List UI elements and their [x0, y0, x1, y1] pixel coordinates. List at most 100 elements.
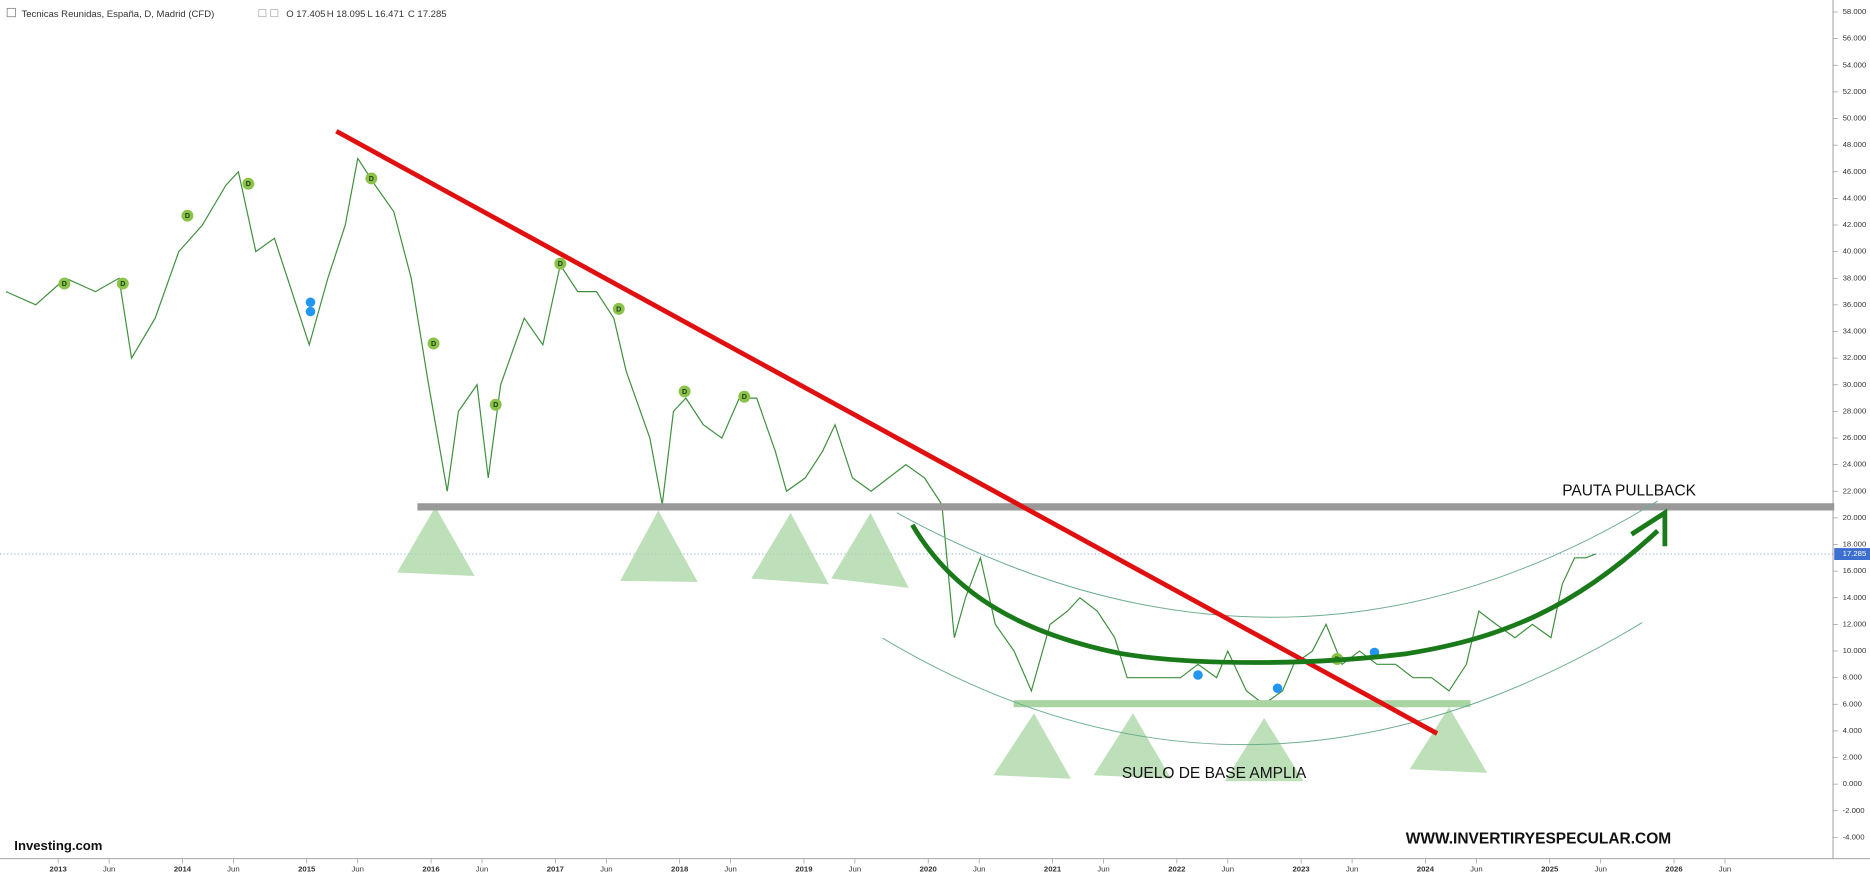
y-tick-label: 0.000 — [1843, 779, 1862, 788]
y-tick-label: 46.000 — [1843, 167, 1867, 176]
x-tick-label: Jun — [1719, 864, 1732, 873]
icon[interactable] — [270, 9, 279, 18]
event-marker — [305, 306, 316, 317]
x-tick-label: Jun — [600, 864, 613, 873]
chart-title: Tecnicas Reunidas, España, D, Madrid (CF… — [21, 9, 214, 20]
y-tick-label: 40.000 — [1843, 247, 1867, 256]
annotation: WWW.INVERTIRYESPECULAR.COM — [1406, 831, 1672, 848]
trend-line — [335, 129, 1439, 736]
y-tick-label: 36.000 — [1843, 300, 1867, 309]
dividend-marker — [554, 257, 567, 270]
dividend-marker — [181, 209, 194, 222]
y-tick-label: 34.000 — [1843, 327, 1867, 336]
ohlc-label: H 18.095 — [327, 9, 366, 20]
dividend-marker — [427, 337, 440, 350]
x-tick-label: 2026 — [1665, 864, 1683, 873]
dividend-marker — [242, 177, 255, 190]
y-tick-label: 22.000 — [1843, 486, 1867, 495]
y-tick-label: 12.000 — [1843, 619, 1867, 628]
dividend-label: D — [493, 401, 498, 409]
x-tick-label: Jun — [724, 864, 736, 873]
last-price-box — [1834, 548, 1870, 560]
dividend-label: D — [558, 260, 563, 268]
x-tick-label: Jun — [351, 864, 364, 873]
dividend-marker — [489, 398, 502, 411]
dividend-marker — [58, 277, 71, 290]
x-tick-label: 2015 — [298, 864, 316, 873]
x-tick-label: Jun — [1470, 864, 1483, 873]
x-tick-label: 2016 — [422, 864, 440, 873]
x-tick-label: 2023 — [1293, 864, 1311, 873]
y-tick-label: 16.000 — [1843, 566, 1867, 575]
y-tick-label: 54.000 — [1843, 60, 1867, 69]
annotation: PAUTA PULLBACK — [1562, 482, 1696, 499]
y-tick-label: 58.000 — [1843, 7, 1867, 16]
icon[interactable] — [258, 9, 267, 18]
y-tick-label: 28.000 — [1843, 406, 1867, 415]
x-tick-label: Jun — [1346, 864, 1359, 873]
x-tick-label: 2017 — [547, 864, 564, 873]
y-tick-label: 2.000 — [1843, 753, 1862, 762]
dividend-label: D — [120, 280, 125, 288]
dividend-marker — [116, 277, 129, 290]
x-tick-label: 2014 — [174, 864, 192, 873]
y-tick-label: 30.000 — [1843, 380, 1867, 389]
y-tick-label: 50.000 — [1843, 114, 1867, 123]
y-tick-label: 38.000 — [1843, 273, 1867, 282]
ohlc-label: C 17.285 — [408, 9, 447, 20]
x-tick-label: Jun — [1594, 864, 1607, 873]
y-tick-label: -2.000 — [1843, 806, 1865, 815]
y-tick-label: 52.000 — [1843, 87, 1867, 96]
dividend-marker — [365, 172, 378, 185]
rounding-bottom-curve — [910, 523, 1660, 665]
x-tick-label: 2025 — [1541, 864, 1559, 873]
annotation: SUELO DE BASE AMPLIA — [1122, 765, 1307, 782]
x-tick-label: 2022 — [1168, 864, 1185, 873]
x-tick-label: 2024 — [1417, 864, 1435, 873]
ohlc-label: O 17.405 — [286, 9, 325, 20]
x-tick-label: Jun — [227, 864, 239, 873]
channel-lower — [882, 622, 1643, 745]
event-marker — [1193, 670, 1203, 680]
x-tick-label: 2019 — [795, 864, 813, 873]
last-price-label: 17.285 — [1843, 549, 1867, 558]
x-tick-label: 2020 — [920, 864, 937, 873]
ohlc-label: L 16.471 — [367, 9, 404, 20]
support-triangles — [397, 506, 1488, 782]
arrow-head — [1630, 508, 1668, 547]
event-marker — [1272, 683, 1283, 694]
dividend-label: D — [682, 388, 687, 396]
x-tick-label: Jun — [849, 864, 862, 873]
collapse-icon[interactable] — [6, 7, 16, 18]
y-tick-label: 8.000 — [1843, 673, 1862, 682]
x-tick-label: Jun — [1097, 864, 1110, 873]
x-tick-label: Jun — [1222, 864, 1235, 873]
dividend-label: D — [185, 212, 190, 220]
dividend-label: D — [369, 175, 374, 183]
dividend-marker — [678, 385, 691, 398]
y-tick-label: 44.000 — [1843, 193, 1867, 202]
x-tick-label: Jun — [103, 864, 116, 873]
dividend-label: D — [742, 393, 747, 401]
x-tick-label: Jun — [476, 864, 489, 873]
y-tick-label: 6.000 — [1843, 699, 1862, 708]
dividend-label: D — [616, 305, 621, 313]
dividend-label: D — [246, 180, 251, 188]
y-tick-label: 24.000 — [1843, 460, 1867, 469]
y-tick-label: 20.000 — [1843, 513, 1867, 522]
x-tick-label: 2021 — [1044, 864, 1062, 873]
dividend-marker — [612, 302, 625, 315]
y-tick-label: -4.000 — [1843, 832, 1865, 841]
dividend-label: D — [431, 340, 436, 348]
dividend-label: D — [62, 280, 67, 288]
y-tick-label: 42.000 — [1843, 220, 1867, 229]
y-tick-label: 32.000 — [1843, 353, 1867, 362]
x-tick-label: Jun — [973, 864, 985, 873]
channel-upper — [896, 500, 1658, 618]
brand-logo: Investing.com — [14, 838, 102, 853]
x-tick-label: 2018 — [671, 864, 689, 873]
x-tick-label: 2013 — [50, 864, 68, 873]
y-tick-label: 14.000 — [1843, 593, 1867, 602]
